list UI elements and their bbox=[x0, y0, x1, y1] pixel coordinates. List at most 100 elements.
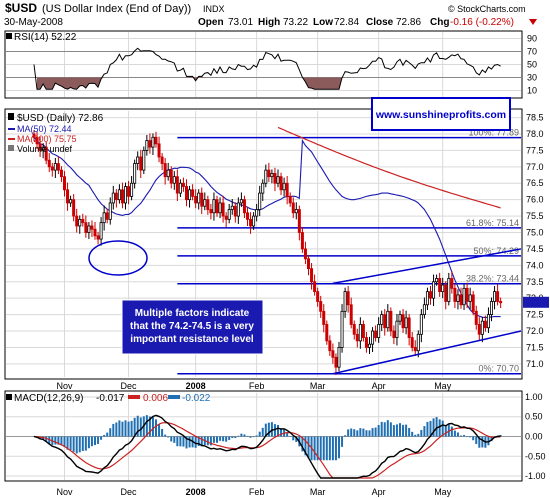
candle-body bbox=[87, 225, 91, 233]
price-tick-label: 76.5 bbox=[526, 178, 544, 188]
macd-hist-bar bbox=[270, 422, 273, 437]
macd-hist-bar bbox=[63, 436, 66, 448]
rsi-line bbox=[33, 47, 501, 90]
candle-body bbox=[325, 324, 329, 342]
macd-hist-bar bbox=[197, 436, 200, 446]
candle-body bbox=[383, 314, 387, 329]
candle-body bbox=[410, 337, 414, 348]
candle-body bbox=[306, 258, 310, 270]
candle-body bbox=[32, 133, 36, 138]
candle-body bbox=[172, 176, 176, 184]
macd-hist-bar bbox=[414, 434, 417, 437]
candle-body bbox=[428, 291, 432, 299]
candle-body bbox=[337, 347, 341, 368]
candle-body bbox=[401, 314, 405, 329]
macd-hist-bar bbox=[356, 430, 359, 437]
chart-date: 30-May-2008 bbox=[4, 17, 63, 28]
candle-body bbox=[297, 209, 301, 233]
candle-body bbox=[380, 314, 384, 325]
month-label: May bbox=[434, 487, 452, 497]
candle-body bbox=[346, 291, 350, 306]
macd-hist-bar bbox=[173, 436, 176, 443]
macd-hist-bar bbox=[487, 436, 490, 446]
macd-hist-bar bbox=[209, 436, 212, 446]
candle-body bbox=[480, 320, 484, 335]
macd-hist-bar bbox=[127, 421, 130, 437]
candle-body bbox=[303, 248, 307, 260]
candle-body bbox=[197, 192, 201, 204]
candle-body bbox=[56, 163, 60, 171]
macd-hist-bar bbox=[240, 433, 243, 437]
candle-body bbox=[175, 176, 179, 194]
price-tick-label: 75.5 bbox=[526, 211, 544, 221]
macd-hist-bar bbox=[286, 433, 289, 437]
macd-hist-bar bbox=[301, 436, 304, 452]
chg-label: Chg bbox=[430, 17, 449, 28]
macd-hist-bar bbox=[206, 436, 209, 446]
candle-body bbox=[270, 172, 274, 178]
macd-hist-bar bbox=[54, 436, 57, 445]
macd-hist-bar bbox=[399, 423, 401, 437]
macd-hist-bar bbox=[420, 429, 423, 437]
candle-body bbox=[242, 199, 246, 214]
candle-body bbox=[300, 232, 304, 250]
candle-body bbox=[279, 176, 283, 191]
macd-hist-bar bbox=[200, 436, 203, 447]
candle-body bbox=[267, 169, 271, 178]
macd-hist-bar bbox=[368, 430, 371, 437]
rsi-label: RSI(14) 52.22 bbox=[14, 32, 77, 43]
macd-hist-bar bbox=[478, 436, 481, 448]
signal-legend-swatch bbox=[128, 395, 140, 399]
candle-body bbox=[133, 163, 137, 184]
x-axis-labels-macd: Nov Dec 2008 Feb Mar Apr May bbox=[56, 487, 451, 497]
candle-body bbox=[120, 189, 124, 204]
month-label: Mar bbox=[310, 487, 326, 497]
month-label: Mar bbox=[310, 381, 326, 391]
rsi-tick-label: 50 bbox=[527, 60, 537, 70]
price-tick-label: 74.5 bbox=[526, 244, 544, 254]
macd-hist-bar bbox=[112, 423, 115, 437]
candle-body bbox=[404, 317, 408, 329]
ma50-line bbox=[33, 136, 501, 319]
macd-hist-bar bbox=[481, 436, 484, 448]
candle-body bbox=[124, 186, 128, 204]
candle-body bbox=[374, 330, 378, 338]
candle-body bbox=[395, 320, 399, 338]
macd-tick-label: -1.00 bbox=[525, 471, 546, 481]
candle-body bbox=[343, 291, 347, 312]
macd-hist-bar bbox=[219, 436, 222, 441]
high-label: High bbox=[258, 17, 280, 28]
close-value: 72.86 bbox=[396, 17, 421, 28]
rsi-legend-swatch bbox=[6, 33, 12, 39]
candle-body bbox=[157, 143, 161, 158]
candle-body bbox=[63, 176, 67, 191]
legend-candle-swatch bbox=[8, 113, 14, 120]
macd-hist-bar bbox=[405, 424, 408, 437]
candle-body bbox=[215, 199, 219, 214]
rsi-tick-label: 30 bbox=[527, 73, 537, 83]
macd-hist-bar bbox=[194, 436, 197, 448]
macd-hist-bar bbox=[411, 431, 414, 437]
macd-hist-bar bbox=[225, 436, 228, 442]
candle-body bbox=[209, 209, 213, 214]
candle-body bbox=[450, 278, 454, 289]
macd-hist-bar bbox=[148, 416, 151, 437]
candle-body bbox=[435, 278, 439, 283]
candle-body bbox=[38, 143, 42, 151]
macd-hist-bar bbox=[392, 425, 395, 437]
candle-body bbox=[151, 136, 155, 148]
website-link[interactable]: www.sunshineprofits.com bbox=[375, 109, 506, 121]
candle-body bbox=[316, 291, 320, 302]
macd-line bbox=[33, 414, 501, 479]
candle-body bbox=[288, 195, 292, 204]
candle-body bbox=[75, 215, 79, 227]
candle-body bbox=[84, 222, 88, 233]
candle-body bbox=[69, 199, 73, 204]
close-label: Close bbox=[366, 17, 394, 28]
macd-hist-bar bbox=[295, 436, 298, 442]
month-label: Nov bbox=[56, 487, 73, 497]
candle-body bbox=[206, 199, 210, 210]
macd-hist-bar bbox=[57, 436, 60, 445]
macd-hist-bar bbox=[158, 424, 161, 437]
macd-hist-bar bbox=[267, 422, 270, 437]
